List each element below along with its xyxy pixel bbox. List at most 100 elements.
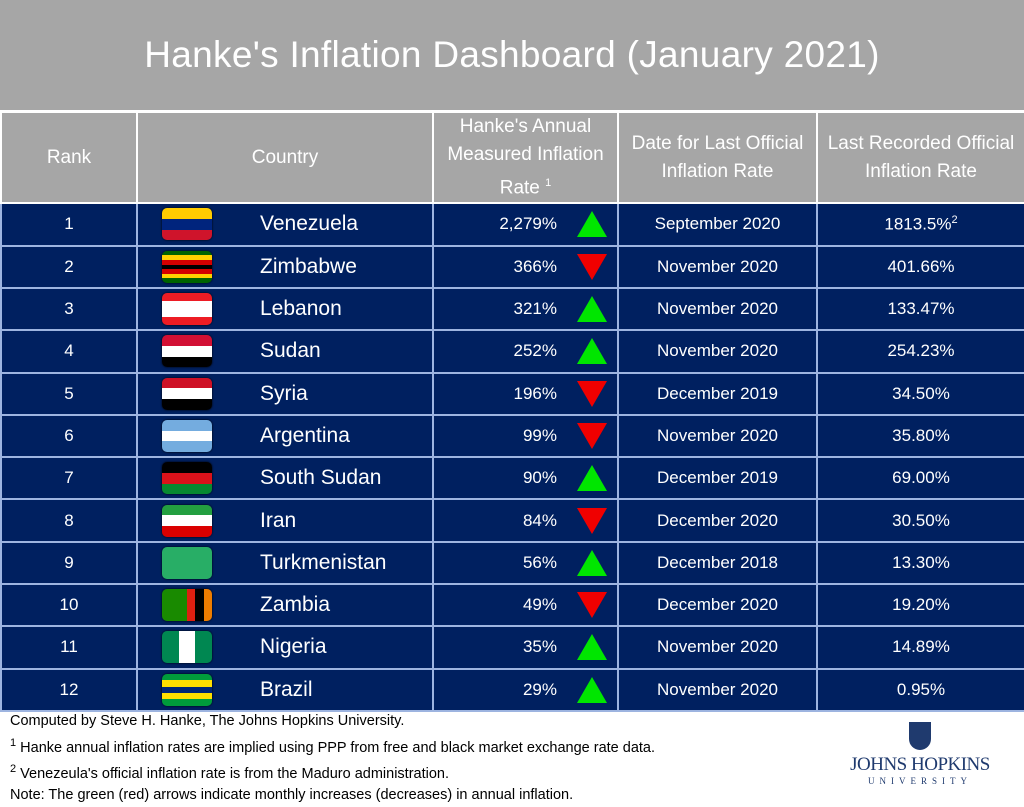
- header-hanke-line2: Measured Inflation: [447, 144, 604, 165]
- rank-cell: 7: [0, 456, 138, 501]
- official-rate: 30.50%: [892, 510, 950, 530]
- header-hanke-line3: Rate: [499, 177, 540, 199]
- arrow-up-icon: [577, 338, 607, 365]
- header-official: Last Recorded Official Inflation Rate: [816, 110, 1024, 205]
- rank-cell: 4: [0, 329, 138, 374]
- hanke-cell: 2,279%: [432, 202, 619, 247]
- hanke-rate: 35%: [522, 637, 557, 657]
- note-2-text: Venezeula's official inflation rate is f…: [16, 765, 450, 782]
- official-rate: 14.89%: [892, 637, 950, 657]
- country-name: Iran: [260, 508, 297, 532]
- table-row: 11 Nigeria 35% November 2020 14.89%: [0, 625, 1024, 670]
- hanke-cell: 366%: [432, 244, 619, 289]
- rank-cell: 5: [0, 371, 138, 416]
- hanke-cell: 90%: [432, 456, 619, 501]
- rank-cell: 11: [0, 625, 138, 670]
- logo-sub: UNIVERSITY: [868, 776, 972, 786]
- hanke-rate: 252%: [513, 341, 557, 361]
- arrow-down-icon: [577, 592, 607, 619]
- inflation-table: Rank Country Hanke's Annual Measured Infl…: [0, 110, 1024, 712]
- rank-cell: 8: [0, 498, 138, 543]
- note-credit: Computed by Steve H. Hanke, The Johns Ho…: [10, 713, 405, 729]
- shield-icon: [909, 722, 931, 750]
- hanke-cell: 252%: [432, 329, 619, 374]
- hanke-cell: 196%: [432, 371, 619, 416]
- table-row: 8 Iran 84% December 2020 30.50%: [0, 498, 1024, 543]
- header-official-line2: Inflation Rate: [865, 160, 977, 182]
- country-name: Argentina: [260, 423, 350, 447]
- flag-icon: [162, 589, 212, 622]
- arrow-up-icon: [577, 634, 607, 661]
- country-cell: Argentina: [136, 413, 434, 459]
- arrow-up-icon: [577, 676, 607, 703]
- rank-cell: 2: [0, 244, 138, 289]
- footnote-marker: 2: [951, 214, 958, 227]
- official-rate: 0.95%: [896, 679, 946, 699]
- country-cell: Syria: [136, 371, 434, 416]
- rank-cell: 1: [0, 202, 138, 247]
- official-cell: 13.30%: [816, 540, 1024, 586]
- country-name: South Sudan: [260, 466, 382, 490]
- country-cell: South Sudan: [136, 456, 434, 501]
- header-official-line1: Last Recorded Official: [827, 132, 1015, 154]
- hanke-cell: 49%: [432, 582, 619, 628]
- hanke-cell: 84%: [432, 498, 619, 543]
- table-row: 3 Lebanon 321% November 2020 133.47%: [0, 286, 1024, 332]
- country-cell: Lebanon: [136, 286, 434, 332]
- rank-cell: 3: [0, 286, 138, 332]
- rank-cell: 10: [0, 582, 138, 628]
- date-cell: December 2019: [617, 456, 818, 501]
- hanke-cell: 29%: [432, 667, 619, 712]
- rank-cell: 6: [0, 413, 138, 459]
- official-cell: 30.50%: [816, 498, 1024, 543]
- arrow-down-icon: [577, 507, 607, 534]
- flag-icon: [162, 335, 212, 368]
- country-cell: Sudan: [136, 329, 434, 374]
- header-rank: Rank: [0, 110, 138, 205]
- official-rate: 69.00%: [892, 468, 950, 488]
- table-row: 9 Turkmenistan 56% December 2018 13.30%: [0, 540, 1024, 586]
- table-row: 1 Venezuela 2,279% September 2020 1813.5…: [0, 202, 1024, 247]
- country-cell: Nigeria: [136, 625, 434, 670]
- hanke-rate: 49%: [522, 595, 557, 615]
- country-name: Syria: [260, 381, 308, 405]
- header-hanke-line1: Hanke's Annual: [459, 116, 592, 137]
- date-cell: September 2020: [617, 202, 818, 247]
- official-cell: 133.47%: [816, 286, 1024, 332]
- country-name: Zimbabwe: [260, 254, 357, 278]
- official-rate: 401.66%: [887, 256, 955, 276]
- header-date: Date for Last Official Inflation Rate: [617, 110, 818, 205]
- official-cell: 401.66%: [816, 244, 1024, 289]
- official-rate: 1813.5%: [884, 214, 952, 234]
- official-cell: 34.50%: [816, 371, 1024, 416]
- flag-icon: [162, 419, 212, 452]
- date-cell: December 2019: [617, 371, 818, 416]
- official-rate: 133.47%: [887, 299, 955, 319]
- official-cell: 14.89%: [816, 625, 1024, 670]
- official-cell: 254.23%: [816, 329, 1024, 374]
- flag-icon: [162, 377, 212, 410]
- flag-icon: [162, 293, 212, 326]
- dashboard-title: Hanke's Inflation Dashboard (January 202…: [0, 0, 1024, 110]
- footnotes: Computed by Steve H. Hanke, The Johns Ho…: [10, 711, 655, 807]
- date-cell: December 2020: [617, 498, 818, 543]
- hanke-rate: 2,279%: [499, 214, 557, 234]
- official-cell: 0.95%: [816, 667, 1024, 712]
- country-cell: Venezuela: [136, 202, 434, 247]
- flag-icon: [162, 250, 212, 283]
- flag-icon: [162, 504, 212, 537]
- note-2: 2 Venezeula's official inflation rate is…: [10, 759, 655, 785]
- header-row: Rank Country Hanke's Annual Measured Infl…: [0, 110, 1024, 205]
- country-cell: Iran: [136, 498, 434, 543]
- official-rate: 34.50%: [892, 383, 950, 403]
- arrow-up-icon: [577, 211, 607, 238]
- table-row: 4 Sudan 252% November 2020 254.23%: [0, 329, 1024, 374]
- table-row: 6 Argentina 99% November 2020 35.80%: [0, 413, 1024, 459]
- country-cell: Turkmenistan: [136, 540, 434, 586]
- note-1: 1 Hanke annual inflation rates are impli…: [10, 733, 655, 759]
- date-cell: December 2020: [617, 582, 818, 628]
- hanke-rate: 196%: [513, 383, 557, 403]
- flag-icon: [162, 673, 212, 706]
- country-cell: Zambia: [136, 582, 434, 628]
- date-cell: November 2020: [617, 244, 818, 289]
